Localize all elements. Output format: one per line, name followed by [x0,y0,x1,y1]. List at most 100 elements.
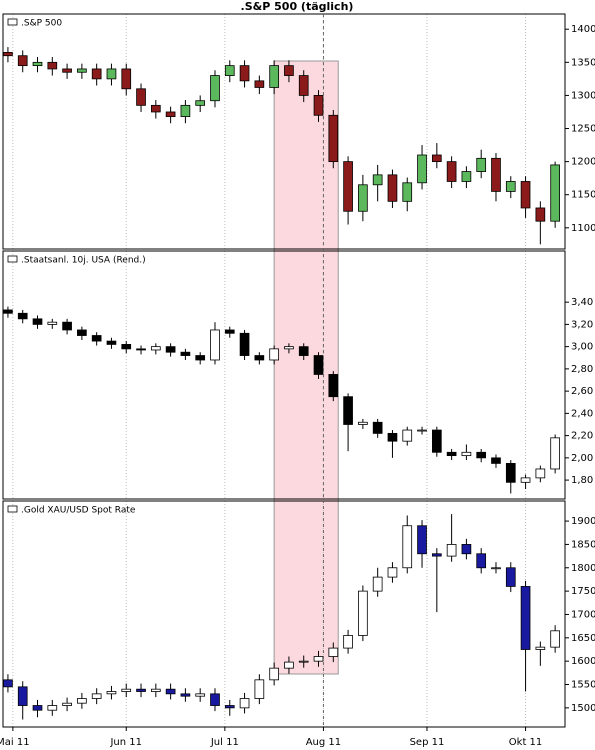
y-tick-label: 1600 [571,656,595,667]
candle-body [165,688,176,695]
candle-body [298,660,309,663]
y-tick-label: 2,60 [571,386,593,397]
candle-body [224,705,235,709]
candle-body [550,164,560,222]
candle-body [417,154,427,184]
candle-body [461,544,472,555]
candle-body [461,171,472,182]
legend-label: .S&P 500 [21,19,62,29]
candle-body [358,184,368,212]
candle-body [269,348,279,361]
candle-body [505,567,516,587]
candle-body [195,100,206,106]
candle-body [372,576,383,592]
candle-body [284,346,294,350]
candle-body [328,114,339,163]
panel-frame [2,250,566,500]
candle-body [535,207,546,222]
candle-body [298,346,309,356]
candle-body [313,656,324,662]
y-tick-label: 3,00 [571,342,593,353]
candle-body [284,661,294,669]
candle-body [461,451,472,457]
candle-body [62,321,72,331]
candle-body [269,667,279,681]
y-tick-label: 2,80 [571,364,593,375]
candle-body [47,61,58,70]
candle-body [476,451,487,459]
candle-body [446,161,457,182]
candle-body [491,157,501,192]
y-tick-label: 1750 [571,586,595,597]
y-tick-label: 1700 [571,609,595,620]
candle-body [136,88,146,106]
candle-body [17,55,28,67]
candle-body [313,355,324,375]
y-tick-label: 1850 [571,539,595,550]
legend-label: .Staatsanl. 10j. USA (Rend.) [21,256,146,266]
candle-body [520,477,531,483]
y-tick-label: 1350 [571,57,595,68]
candle-body [431,429,442,453]
y-tick-label: 1800 [571,563,595,574]
candle-body [150,104,161,113]
candle-body [387,567,398,578]
candle-body [476,553,487,569]
candle-body [402,182,413,202]
candle-body [239,332,250,356]
candle-body [284,65,294,76]
candle-body [269,65,279,88]
panel-frame [2,13,566,250]
y-tick-label: 1550 [571,680,595,691]
candle-body [47,321,58,325]
candle-body [239,65,250,82]
candle-body [313,95,324,116]
candle-body [446,544,457,557]
candle-body [121,688,132,692]
candle-body [254,679,265,699]
candle-body [136,348,146,351]
y-tick-label: 1100 [571,223,595,234]
candle-body [150,346,161,351]
x-tick-label: Jun 11 [109,737,142,748]
candle-body [254,355,265,361]
candle-body [106,68,117,80]
legend-label: .Gold XAU/USD Spot Rate [21,506,136,516]
candle-body [520,181,531,209]
candle-body [239,698,250,709]
candle-body [32,61,43,67]
legend-swatch [7,255,18,263]
candle-body [224,65,235,76]
y-tick-label: 1250 [571,124,595,135]
candle-body [328,647,339,657]
y-tick-label: 1400 [571,24,595,35]
candle-body [535,468,546,479]
x-tick-label: Sep 11 [410,737,445,748]
y-tick-label: 2,40 [571,408,593,419]
candle-body [343,635,353,649]
candle-body [535,646,546,650]
candle-body [32,318,43,325]
candle-body [91,693,102,699]
candle-body [387,432,398,442]
candle-body [224,329,235,334]
candle-body [180,351,191,356]
candle-body [446,451,457,457]
candle-body [387,174,398,202]
candle-body [47,705,58,711]
candle-body [165,346,176,353]
candle-body [476,157,487,172]
candle-body [550,630,560,648]
candle-body [17,312,28,320]
candle-body [106,691,117,695]
highlight-band [273,60,339,675]
candle-body [520,586,531,650]
candle-body [77,698,87,704]
y-tick-label: 1300 [571,90,595,101]
candle-body [343,161,353,212]
candle-body [402,525,413,569]
candle-body [77,329,87,336]
candle-body [254,80,265,88]
candle-body [3,51,13,57]
y-tick-label: 2,00 [571,453,593,464]
